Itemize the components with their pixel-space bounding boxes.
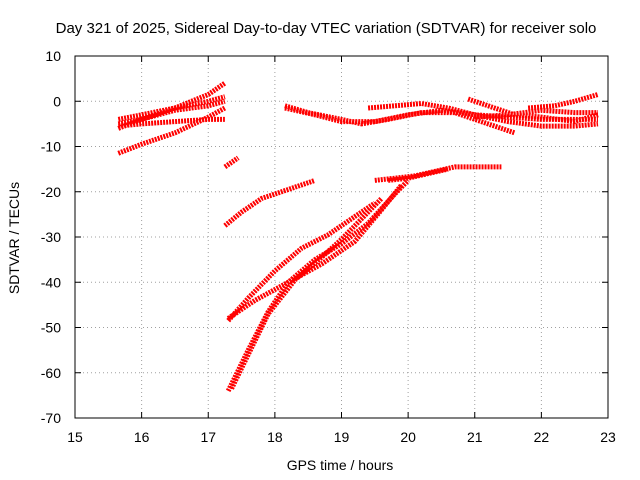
series-line-trace-4: [117, 94, 226, 122]
series-line-trace-19: [474, 107, 598, 120]
y-tick-labels: -70 -60 -50 -40 -30 -20 -10 0 10: [41, 48, 61, 426]
series-line-trace-1: [117, 105, 227, 156]
x-tick-label: 17: [200, 429, 216, 445]
x-tick-label: 19: [334, 429, 350, 445]
series-line-trace-8: [226, 201, 377, 323]
y-tick-label: 0: [53, 93, 61, 109]
series-line-trace-12: [374, 164, 502, 183]
chart-title: Day 321 of 2025, Sidereal Day-to-day VTE…: [56, 20, 597, 37]
x-axis-title: GPS time / hours: [287, 457, 394, 473]
y-tick-label: 10: [45, 48, 61, 64]
series-line-trace-9: [226, 183, 404, 321]
axis-ticks: [74, 55, 609, 419]
y-tick-label: -50: [41, 320, 61, 336]
series-line-trace-13: [387, 166, 449, 183]
x-tick-label: 16: [134, 429, 150, 445]
x-tick-label: 23: [600, 429, 616, 445]
y-axis-title: SDTVAR / TECUs: [6, 182, 22, 294]
x-tick-label: 22: [534, 429, 550, 445]
series-line-trace-11: [229, 196, 384, 390]
data-series: [117, 81, 599, 393]
x-tick-label: 18: [267, 429, 283, 445]
x-tick-label: 15: [67, 429, 83, 445]
series-line-trace-14: [284, 103, 516, 136]
x-tick-label: 21: [467, 429, 483, 445]
series-line-trace-7: [223, 178, 316, 228]
y-tick-label: -20: [41, 184, 61, 200]
y-tick-label: -70: [41, 410, 61, 426]
y-tick-label: -60: [41, 365, 61, 381]
series-line-trace-6: [223, 155, 240, 169]
y-tick-label: -10: [41, 139, 61, 155]
series-line-trace-18: [527, 92, 599, 111]
series-line-trace-10: [225, 178, 410, 393]
y-tick-label: -40: [41, 274, 61, 290]
grid: [75, 56, 608, 418]
series-line-trace-5: [118, 116, 225, 129]
x-tick-labels: 15 16 17 18 19 20 21 22 23: [67, 429, 616, 445]
x-tick-label: 20: [400, 429, 416, 445]
y-tick-label: -30: [41, 229, 61, 245]
